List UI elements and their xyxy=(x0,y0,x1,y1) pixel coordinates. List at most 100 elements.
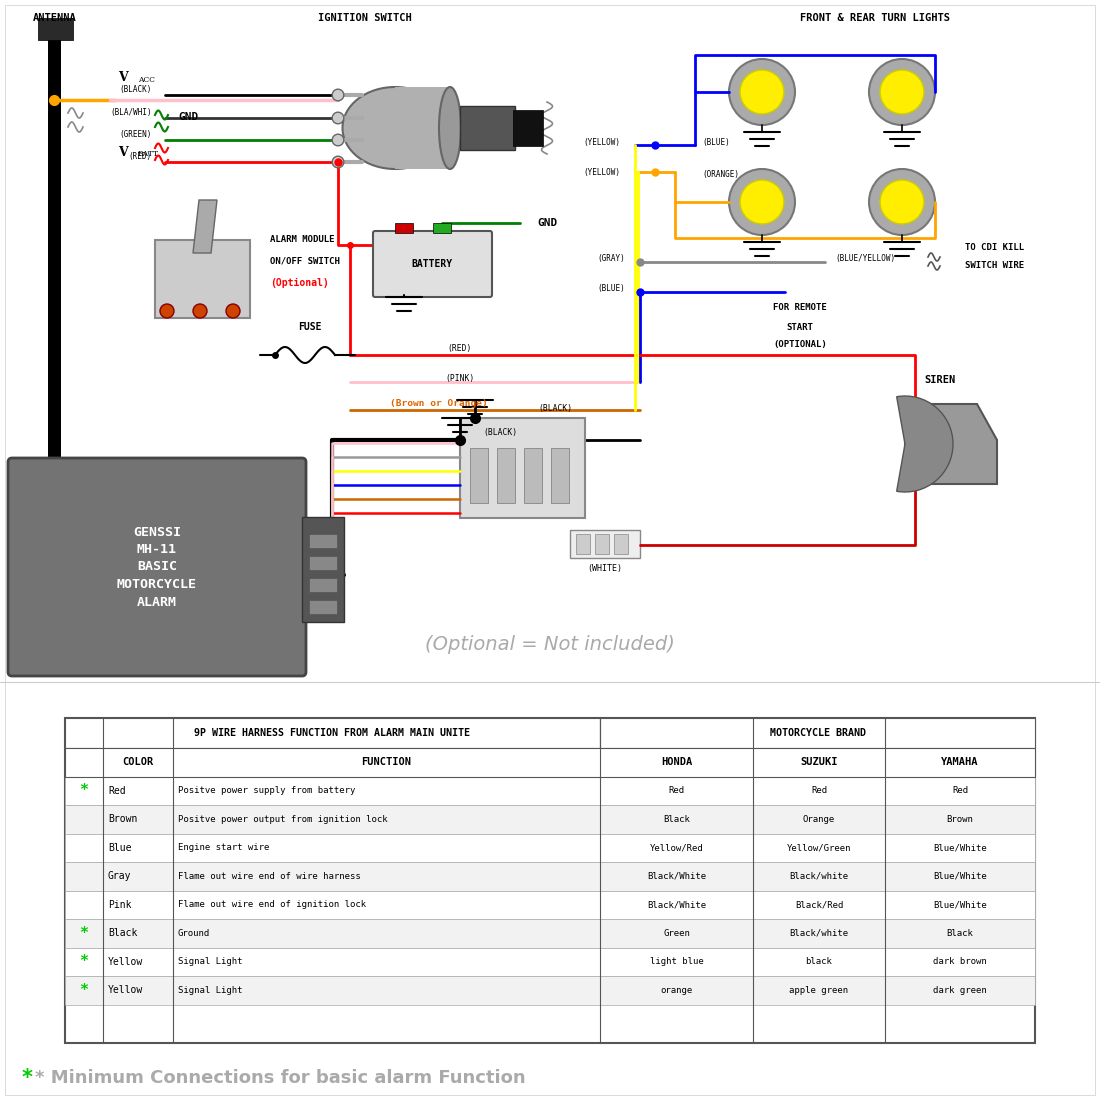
Text: Ground: Ground xyxy=(178,928,210,937)
Circle shape xyxy=(869,169,935,235)
Text: Black: Black xyxy=(947,928,974,937)
Text: black: black xyxy=(805,957,833,966)
Text: Red: Red xyxy=(811,786,827,795)
FancyBboxPatch shape xyxy=(8,458,306,676)
Text: Black/White: Black/White xyxy=(647,871,706,881)
Bar xyxy=(48,40,60,650)
Circle shape xyxy=(332,134,344,146)
Text: FUSE: FUSE xyxy=(298,322,321,332)
Text: (RED): (RED) xyxy=(448,343,472,352)
Text: Gray: Gray xyxy=(108,871,132,881)
Bar xyxy=(65,976,1035,1004)
Circle shape xyxy=(192,304,207,318)
Text: (BLACK): (BLACK) xyxy=(120,86,152,95)
Text: ALARM MODULE: ALARM MODULE xyxy=(270,235,334,244)
Text: (Optional): (Optional) xyxy=(270,278,329,288)
Text: Engine start wire: Engine start wire xyxy=(178,844,270,852)
Text: apple green: apple green xyxy=(790,986,848,994)
Bar xyxy=(551,448,569,503)
Bar xyxy=(65,918,1035,947)
Text: Flame out wire end of wire harness: Flame out wire end of wire harness xyxy=(178,871,361,881)
Text: V: V xyxy=(118,72,128,85)
Text: BATTERY: BATTERY xyxy=(411,258,452,270)
Bar xyxy=(614,534,628,554)
Text: GND: GND xyxy=(178,112,198,122)
Circle shape xyxy=(160,304,174,318)
Bar xyxy=(600,718,1035,748)
Text: Yellow: Yellow xyxy=(108,986,143,996)
Text: COLOR: COLOR xyxy=(122,757,154,768)
Text: Black/Red: Black/Red xyxy=(795,900,844,910)
Text: Signal Light: Signal Light xyxy=(178,957,242,966)
Text: Orange: Orange xyxy=(803,815,835,824)
Text: Positve power supply from battery: Positve power supply from battery xyxy=(178,786,355,795)
Text: Brown: Brown xyxy=(947,815,974,824)
Text: Signal Light: Signal Light xyxy=(178,986,242,994)
FancyBboxPatch shape xyxy=(373,231,492,297)
Circle shape xyxy=(880,180,924,224)
Text: Red: Red xyxy=(669,786,684,795)
Text: (Optional = Not included): (Optional = Not included) xyxy=(425,636,675,654)
Text: SUZUKI: SUZUKI xyxy=(801,757,838,768)
Ellipse shape xyxy=(342,87,448,169)
Text: IGNITION SWITCH: IGNITION SWITCH xyxy=(318,13,411,23)
Text: Green: Green xyxy=(663,928,690,937)
Text: (BLACK): (BLACK) xyxy=(483,429,517,438)
Text: dark green: dark green xyxy=(933,986,987,994)
Circle shape xyxy=(740,180,784,224)
Text: FRONT & REAR TURN LIGHTS: FRONT & REAR TURN LIGHTS xyxy=(800,13,950,23)
Text: (PINK): (PINK) xyxy=(446,374,474,383)
Text: (ORANGE): (ORANGE) xyxy=(702,170,739,179)
Wedge shape xyxy=(896,396,953,492)
Bar xyxy=(65,834,1035,862)
Circle shape xyxy=(332,156,344,168)
Bar xyxy=(433,223,451,233)
Text: MOTORCYCLE BRAND: MOTORCYCLE BRAND xyxy=(770,728,866,738)
Text: ON/OFF SWITCH: ON/OFF SWITCH xyxy=(270,256,340,265)
Text: Blue/White: Blue/White xyxy=(933,900,987,910)
Text: 9P WIRE HARNESS FUNCTION FROM ALARM MAIN UNITE: 9P WIRE HARNESS FUNCTION FROM ALARM MAIN… xyxy=(195,728,471,738)
Circle shape xyxy=(869,59,935,125)
Bar xyxy=(65,718,600,748)
Text: (Brown or Orange): (Brown or Orange) xyxy=(390,399,487,408)
Text: Black/white: Black/white xyxy=(790,871,848,881)
Text: Black: Black xyxy=(108,928,138,938)
Text: FUNCTION: FUNCTION xyxy=(362,757,411,768)
Text: *: * xyxy=(79,982,89,998)
Circle shape xyxy=(332,112,344,124)
Text: SWITCH WIRE: SWITCH WIRE xyxy=(965,261,1024,270)
Bar xyxy=(460,418,585,518)
Text: Black: Black xyxy=(663,815,690,824)
Text: ANTENNA: ANTENNA xyxy=(33,13,77,23)
Bar xyxy=(302,517,344,622)
Bar xyxy=(65,862,1035,891)
Bar xyxy=(524,448,542,503)
Polygon shape xyxy=(905,404,997,484)
Ellipse shape xyxy=(439,87,461,169)
Text: Black/White: Black/White xyxy=(647,900,706,910)
Bar xyxy=(497,448,515,503)
Text: (BLA/WHI): (BLA/WHI) xyxy=(110,109,152,118)
Bar xyxy=(65,777,1035,805)
Bar xyxy=(309,556,337,570)
Text: (RED): (RED) xyxy=(129,153,152,162)
Text: orange: orange xyxy=(660,986,693,994)
Circle shape xyxy=(740,70,784,114)
Bar xyxy=(155,240,250,318)
Bar xyxy=(65,805,1035,834)
Text: GND: GND xyxy=(537,218,558,228)
Text: (BLACK): (BLACK) xyxy=(538,404,572,412)
Bar xyxy=(65,947,1035,976)
Text: *: * xyxy=(79,783,89,799)
Text: * Minimum Connections for basic alarm Function: * Minimum Connections for basic alarm Fu… xyxy=(35,1069,526,1087)
Bar xyxy=(470,448,488,503)
Text: SIREN: SIREN xyxy=(924,375,956,385)
Text: TO CDI KILL: TO CDI KILL xyxy=(965,243,1024,253)
Bar xyxy=(309,534,337,548)
Text: GENSSI
MH-11
BASIC
MOTORCYCLE
ALARM: GENSSI MH-11 BASIC MOTORCYCLE ALARM xyxy=(117,526,197,608)
Text: Pink: Pink xyxy=(108,900,132,910)
Text: (GREEN): (GREEN) xyxy=(120,131,152,140)
Text: dark brown: dark brown xyxy=(933,957,987,966)
Bar xyxy=(460,106,515,150)
Bar xyxy=(65,748,1035,777)
